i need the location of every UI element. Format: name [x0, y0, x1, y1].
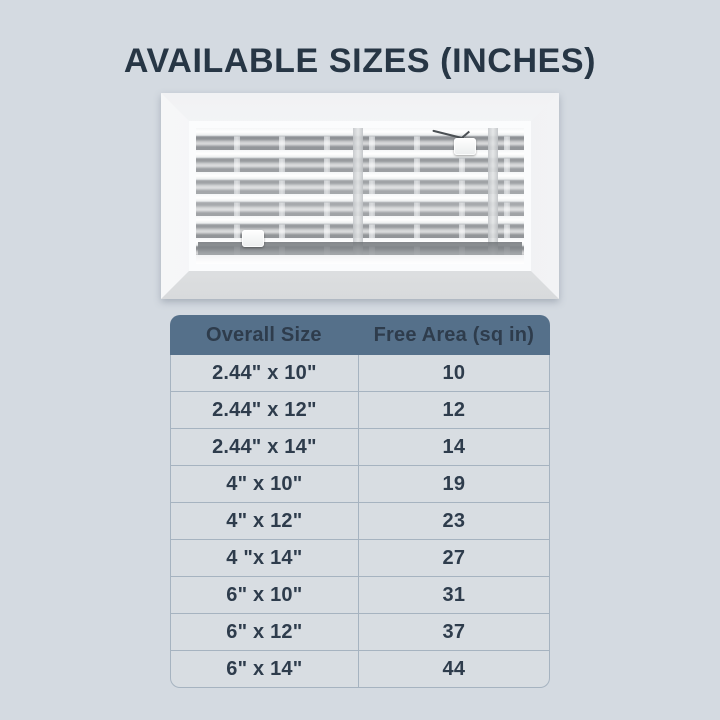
table-row: 4" x 12" 23 [171, 503, 549, 540]
table-row: 6" x 14" 44 [171, 651, 549, 687]
free-area-value: 27 [442, 546, 466, 569]
size-table: Overall Size Free Area (sq in) 2.44" x 1… [170, 315, 550, 688]
size-table-body: 2.44" x 10" 10 2.44" x 12" 12 2.44" x 14… [170, 355, 550, 688]
table-row: 2.44" x 14" 14 [171, 429, 549, 466]
vent-damper-tab-upper [454, 138, 476, 155]
free-area-value: 12 [442, 398, 466, 421]
header-free-area: Free Area (sq in) [373, 323, 535, 346]
table-row: 4" x 10" 19 [171, 466, 549, 503]
table-row: 6" x 10" 31 [171, 577, 549, 614]
free-area-value: 14 [442, 435, 466, 458]
table-row: 2.44" x 12" 12 [171, 392, 549, 429]
size-value: 2.44" x 14" [171, 429, 359, 465]
page-title: AVAILABLE SIZES (INCHES) [123, 42, 597, 80]
free-area-value: 10 [442, 361, 466, 384]
size-value: 6" x 12" [171, 614, 359, 650]
size-value: 6" x 10" [171, 577, 359, 613]
size-value: 4" x 10" [171, 466, 359, 502]
free-area-value: 37 [442, 620, 466, 643]
free-area-value: 44 [442, 657, 466, 680]
free-area-value: 31 [442, 583, 466, 606]
free-area-value: 23 [442, 509, 466, 532]
vent-damper-tab-lower [242, 230, 264, 247]
vent-center-post [353, 128, 364, 264]
vent-product-photo [161, 93, 559, 299]
table-row: 4 "x 14" 27 [171, 540, 549, 577]
table-row: 6" x 12" 37 [171, 614, 549, 651]
free-area-value: 19 [442, 472, 466, 495]
vent-louver-opening [189, 121, 531, 271]
size-value: 2.44" x 12" [171, 392, 359, 428]
vent-bottom-sill [196, 255, 524, 264]
size-value: 2.44" x 10" [171, 355, 359, 391]
size-value: 4 "x 14" [171, 540, 359, 576]
size-value: 4" x 12" [171, 503, 359, 539]
vent-right-post [487, 128, 498, 264]
vent-bottom-channel [198, 242, 522, 255]
header-overall-size: Overall Size [205, 323, 322, 346]
size-value: 6" x 14" [171, 651, 359, 687]
table-row: 2.44" x 10" 10 [171, 355, 549, 392]
size-table-header: Overall Size Free Area (sq in) [170, 315, 550, 355]
